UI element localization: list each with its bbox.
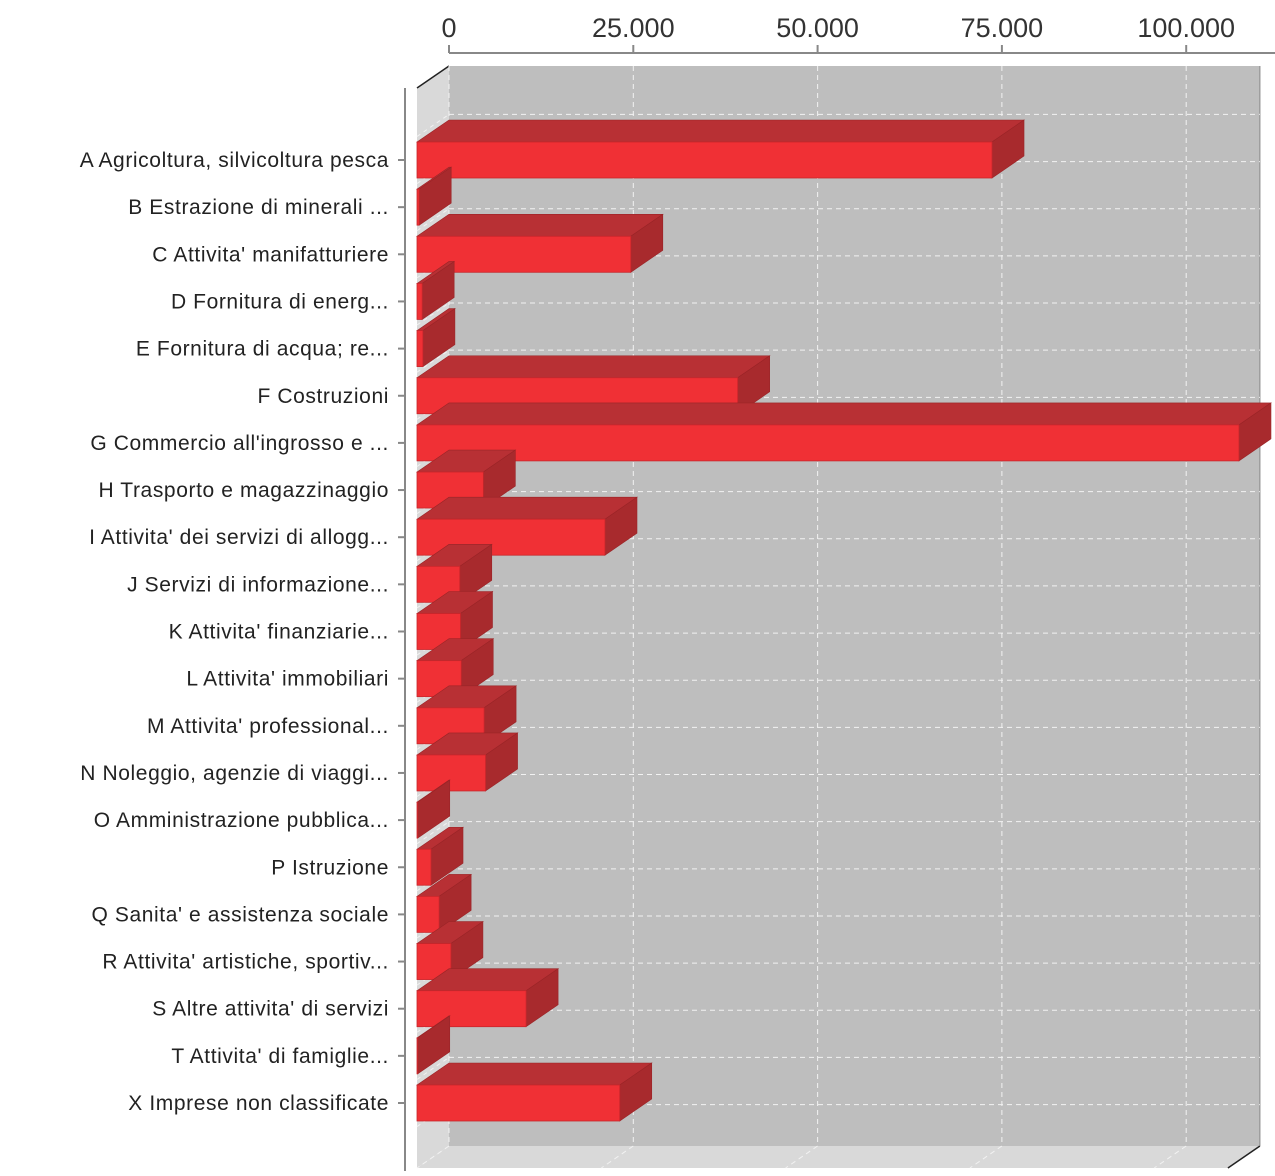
grid-side-diag-5 (416, 349, 450, 373)
x-tick-label-4: 100.000 (1137, 13, 1235, 43)
bars (416, 119, 1272, 1122)
bar-front-15 (416, 848, 432, 886)
frame-edge-top-left (416, 65, 450, 89)
bar-front-16 (416, 896, 440, 933)
bar-front-1 (416, 188, 420, 226)
bar-top-5 (416, 355, 771, 379)
bar-4 (416, 308, 456, 368)
bar-18 (416, 968, 560, 1028)
category-label-17: R Attivita' artistiche, sportiv... (102, 951, 389, 974)
bar-front-13 (416, 754, 486, 792)
bar-front-4 (416, 330, 424, 368)
bar-top-2 (416, 214, 664, 237)
bar-2 (416, 213, 664, 273)
x-tick-label-2: 50.000 (776, 13, 859, 43)
axes (398, 45, 1275, 1171)
grid-floor-diag-0 (416, 1145, 450, 1169)
bar-top-8 (416, 496, 638, 520)
bar-6 (416, 402, 1272, 462)
frame-edge-bottom-right (1227, 1145, 1261, 1169)
grid-lines (416, 66, 1260, 1169)
bar-top-0 (416, 119, 1025, 143)
category-label-16: Q Sanita' e assistenza sociale (92, 903, 390, 926)
category-label-10: K Attivita' finanziarie... (169, 621, 389, 644)
category-label-13: N Noleggio, agenzie di viaggi... (80, 762, 389, 785)
bar-top-6 (416, 402, 1272, 426)
bar-front-14 (416, 801, 419, 839)
category-label-18: S Altre attivita' di servizi (152, 998, 389, 1021)
category-label-4: E Fornitura di acqua; re... (136, 338, 389, 361)
grid-side-diag-4 (416, 302, 450, 326)
category-label-19: T Attivita' di famiglie... (171, 1045, 389, 1068)
category-label-5: F Costruzioni (257, 385, 389, 408)
bar-17 (416, 920, 484, 981)
category-label-15: P Istruzione (271, 856, 389, 879)
grid-floor-diag-3 (969, 1145, 1003, 1169)
bar-20 (416, 1062, 653, 1122)
category-label-14: O Amministrazione pubblica... (94, 809, 389, 832)
bar-9 (416, 543, 493, 603)
bar-1 (416, 166, 453, 226)
x-tick-labels: 0 25.000 50.000 75.000 100.000 (441, 13, 1235, 43)
grid-side-diag-0 (416, 114, 450, 137)
bar-front-19 (416, 1037, 419, 1075)
bar-12 (416, 685, 518, 745)
grid-floor-diag-4 (1153, 1145, 1187, 1169)
bar-front-18 (416, 990, 527, 1028)
bar-0 (416, 119, 1025, 179)
bar-19 (416, 1015, 451, 1075)
category-label-8: I Attivita' dei servizi di allogg... (89, 526, 389, 549)
bar-10 (416, 590, 494, 651)
x-tick-label-0: 0 (441, 13, 456, 43)
bar-front-3 (416, 283, 423, 320)
category-labels: A Agricoltura, silvicoltura pesca B Estra… (80, 149, 389, 1115)
bar-8 (416, 496, 638, 556)
category-label-11: L Attivita' immobiliari (186, 668, 389, 691)
category-label-6: G Commercio all'ingrosso e ... (90, 432, 389, 455)
grid-side-diag-2 (416, 208, 450, 232)
category-label-3: D Fornitura di energ... (171, 290, 389, 313)
x-tick-label-3: 75.000 (961, 13, 1044, 43)
grid-floor-diag-1 (601, 1145, 634, 1169)
bar-top-20 (416, 1062, 653, 1086)
category-label-1: B Estrazione di minerali ... (128, 196, 389, 219)
category-label-20: X Imprese non classificate (128, 1092, 389, 1115)
bar-16 (416, 873, 473, 933)
category-label-0: A Agricoltura, silvicoltura pesca (80, 149, 389, 172)
category-label-9: J Servizi di informazione... (127, 573, 389, 596)
bar-front-0 (416, 141, 993, 179)
x-tick-label-1: 25.000 (592, 13, 675, 43)
bar-3 (416, 260, 456, 321)
bar-15 (416, 826, 464, 886)
bar-13 (416, 732, 519, 792)
bar-front-6 (416, 424, 1240, 462)
grid-side-diag-15 (416, 821, 450, 845)
grid-floor-diag-2 (785, 1145, 818, 1169)
category-label-7: H Trasporto e magazzinaggio (98, 479, 389, 502)
category-label-2: C Attivita' manifatturiere (152, 243, 389, 266)
category-label-12: M Attivita' professional... (147, 715, 389, 738)
plot-floor (417, 1146, 1260, 1168)
grid-side-diag-20 (416, 1057, 450, 1080)
bar-front-20 (416, 1084, 621, 1122)
bar-14 (416, 779, 451, 839)
